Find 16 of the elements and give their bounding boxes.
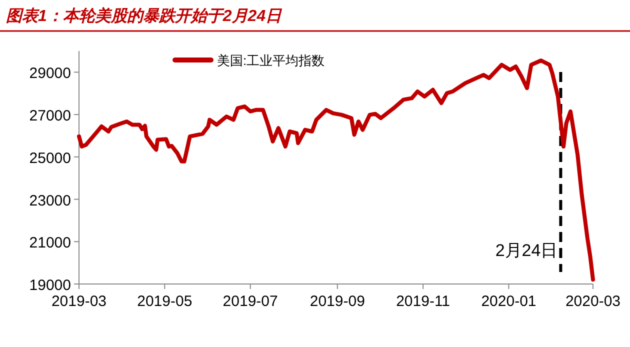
x-tick-label: 2020-03 (565, 293, 621, 310)
legend-label: 美国:工业平均指数 (217, 53, 325, 68)
x-tick-label: 2019-05 (137, 293, 192, 310)
x-tick-label: 2019-09 (310, 293, 365, 310)
y-tick-label: 25000 (29, 150, 71, 167)
x-tick-label: 2019-11 (396, 293, 450, 310)
chart-title: 图表1：本轮美股的暴跌开始于2月24日 (6, 6, 283, 25)
y-tick-label: 19000 (29, 277, 71, 294)
y-tick-label: 23000 (29, 192, 71, 210)
ref-line-label: 2月24日 (495, 241, 558, 260)
y-tick-label: 27000 (29, 108, 71, 125)
y-tick-label: 29000 (29, 65, 71, 82)
y-tick-label: 21000 (29, 234, 71, 252)
x-tick-label: 2019-07 (222, 293, 278, 310)
x-tick-label: 2019-03 (51, 293, 107, 310)
x-tick-label: 2020-01 (481, 293, 536, 310)
